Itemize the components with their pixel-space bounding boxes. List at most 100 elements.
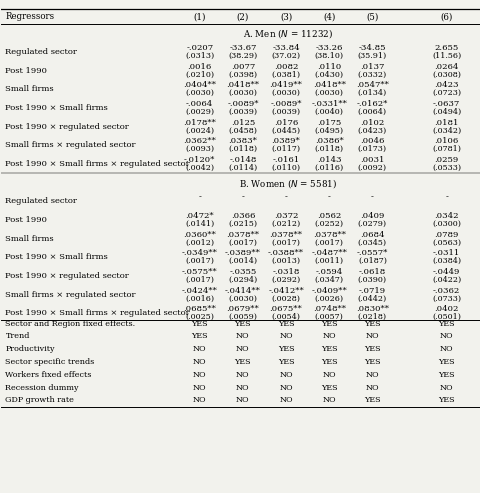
Text: .0423: .0423 — [433, 81, 458, 89]
Text: .0259: .0259 — [434, 156, 458, 164]
Text: (.0381): (.0381) — [271, 70, 300, 78]
Text: Post 1990 × regulated sector: Post 1990 × regulated sector — [5, 272, 129, 280]
Text: (.0011): (.0011) — [314, 257, 343, 265]
Text: YES: YES — [277, 358, 294, 366]
Text: -33.67: -33.67 — [229, 44, 256, 52]
Text: .0031: .0031 — [360, 156, 384, 164]
Text: NO: NO — [439, 345, 453, 353]
Text: (.0059): (.0059) — [228, 313, 257, 321]
Text: .0404**: .0404** — [183, 81, 216, 89]
Text: -: - — [241, 193, 244, 201]
Text: -.0449: -.0449 — [432, 268, 459, 276]
Text: (.0014): (.0014) — [228, 257, 257, 265]
Text: NO: NO — [322, 371, 336, 379]
Text: (.0030): (.0030) — [185, 89, 214, 97]
Text: YES: YES — [363, 319, 380, 328]
Text: -.0487**: -.0487** — [311, 249, 347, 257]
Text: YES: YES — [320, 345, 337, 353]
Text: YES: YES — [363, 345, 380, 353]
Text: (35.91): (35.91) — [357, 52, 386, 60]
Text: YES: YES — [363, 358, 380, 366]
Text: (.0563): (.0563) — [431, 239, 460, 246]
Text: (.0300): (.0300) — [432, 220, 460, 228]
Text: NO: NO — [365, 371, 378, 379]
Text: (.0042): (.0042) — [185, 164, 214, 172]
Text: (.0422): (.0422) — [431, 276, 460, 284]
Text: YES: YES — [320, 319, 337, 328]
Text: Post 1990 × Small firms × regulated sector: Post 1990 × Small firms × regulated sect… — [5, 160, 190, 168]
Text: Post 1990 × Small firms: Post 1990 × Small firms — [5, 253, 108, 261]
Text: -.0120*: -.0120* — [184, 156, 215, 164]
Text: (.0114): (.0114) — [228, 164, 257, 172]
Text: YES: YES — [437, 358, 454, 366]
Text: (.0064): (.0064) — [357, 108, 386, 116]
Text: (.0093): (.0093) — [185, 145, 214, 153]
Text: .0789: .0789 — [433, 231, 458, 239]
Text: (.0026): (.0026) — [314, 295, 343, 303]
Text: -: - — [198, 193, 201, 201]
Text: GDP growth rate: GDP growth rate — [5, 396, 74, 404]
Text: (.0347): (.0347) — [314, 276, 343, 284]
Text: .0125: .0125 — [230, 119, 254, 127]
Text: NO: NO — [236, 371, 249, 379]
Text: Post 1990: Post 1990 — [5, 67, 47, 74]
Text: (.0430): (.0430) — [314, 70, 343, 78]
Text: (.0030): (.0030) — [314, 89, 343, 97]
Text: (.0013): (.0013) — [271, 257, 300, 265]
Text: .0342: .0342 — [433, 212, 458, 220]
Text: (.0057): (.0057) — [314, 313, 343, 321]
Text: NO: NO — [192, 384, 206, 391]
Text: (.0332): (.0332) — [357, 70, 386, 78]
Text: Post 1990 × regulated sector: Post 1990 × regulated sector — [5, 123, 129, 131]
Text: .0378**: .0378** — [269, 231, 302, 239]
Text: -.0618: -.0618 — [358, 268, 385, 276]
Text: YES: YES — [437, 396, 454, 404]
Text: .0386*: .0386* — [314, 137, 343, 145]
Text: Workers fixed effects: Workers fixed effects — [5, 371, 92, 379]
Text: .0016: .0016 — [187, 63, 211, 70]
Text: NO: NO — [322, 396, 336, 404]
Text: NO: NO — [279, 396, 292, 404]
Text: YES: YES — [320, 358, 337, 366]
Text: (.0210): (.0210) — [185, 70, 214, 78]
Text: .0675**: .0675** — [269, 306, 302, 314]
Text: Small firms × regulated sector: Small firms × regulated sector — [5, 141, 136, 149]
Text: .0137: .0137 — [360, 63, 384, 70]
Text: (38.29): (38.29) — [228, 52, 257, 60]
Text: (.0494): (.0494) — [431, 108, 460, 116]
Text: (.0781): (.0781) — [432, 145, 460, 153]
Text: (.0390): (.0390) — [357, 276, 386, 284]
Text: NO: NO — [236, 332, 249, 341]
Text: Sector and Region fixed effects.: Sector and Region fixed effects. — [5, 319, 135, 328]
Text: -.0148: -.0148 — [229, 156, 256, 164]
Text: -.0207: -.0207 — [186, 44, 213, 52]
Text: (.0118): (.0118) — [228, 145, 257, 153]
Text: YES: YES — [277, 319, 294, 328]
Text: Sector specific trends: Sector specific trends — [5, 358, 95, 366]
Text: (.0141): (.0141) — [185, 220, 214, 228]
Text: YES: YES — [191, 332, 208, 341]
Text: (1): (1) — [193, 12, 205, 21]
Text: (37.02): (37.02) — [271, 52, 300, 60]
Text: Post 1990 × Small firms: Post 1990 × Small firms — [5, 104, 108, 112]
Text: -.0089*: -.0089* — [270, 100, 301, 108]
Text: .0372: .0372 — [273, 212, 298, 220]
Text: NO: NO — [236, 345, 249, 353]
Text: .0830**: .0830** — [355, 306, 388, 314]
Text: (.0134): (.0134) — [357, 89, 386, 97]
Text: Regulated sector: Regulated sector — [5, 48, 77, 56]
Text: .0181: .0181 — [433, 119, 458, 127]
Text: -.0162*: -.0162* — [356, 100, 387, 108]
Text: (.0173): (.0173) — [357, 145, 386, 153]
Text: -: - — [327, 193, 330, 201]
Text: .0366: .0366 — [230, 212, 254, 220]
Text: (.0533): (.0533) — [431, 164, 460, 172]
Text: (.0110): (.0110) — [271, 164, 300, 172]
Text: Regressors: Regressors — [5, 12, 55, 21]
Text: .0748**: .0748** — [312, 306, 345, 314]
Text: -.0575**: -.0575** — [181, 268, 217, 276]
Text: -34.85: -34.85 — [358, 44, 385, 52]
Text: (.0017): (.0017) — [185, 276, 214, 284]
Text: B. Women ($\mathit{N}$ = 5581): B. Women ($\mathit{N}$ = 5581) — [239, 177, 337, 190]
Text: .0409: .0409 — [360, 212, 384, 220]
